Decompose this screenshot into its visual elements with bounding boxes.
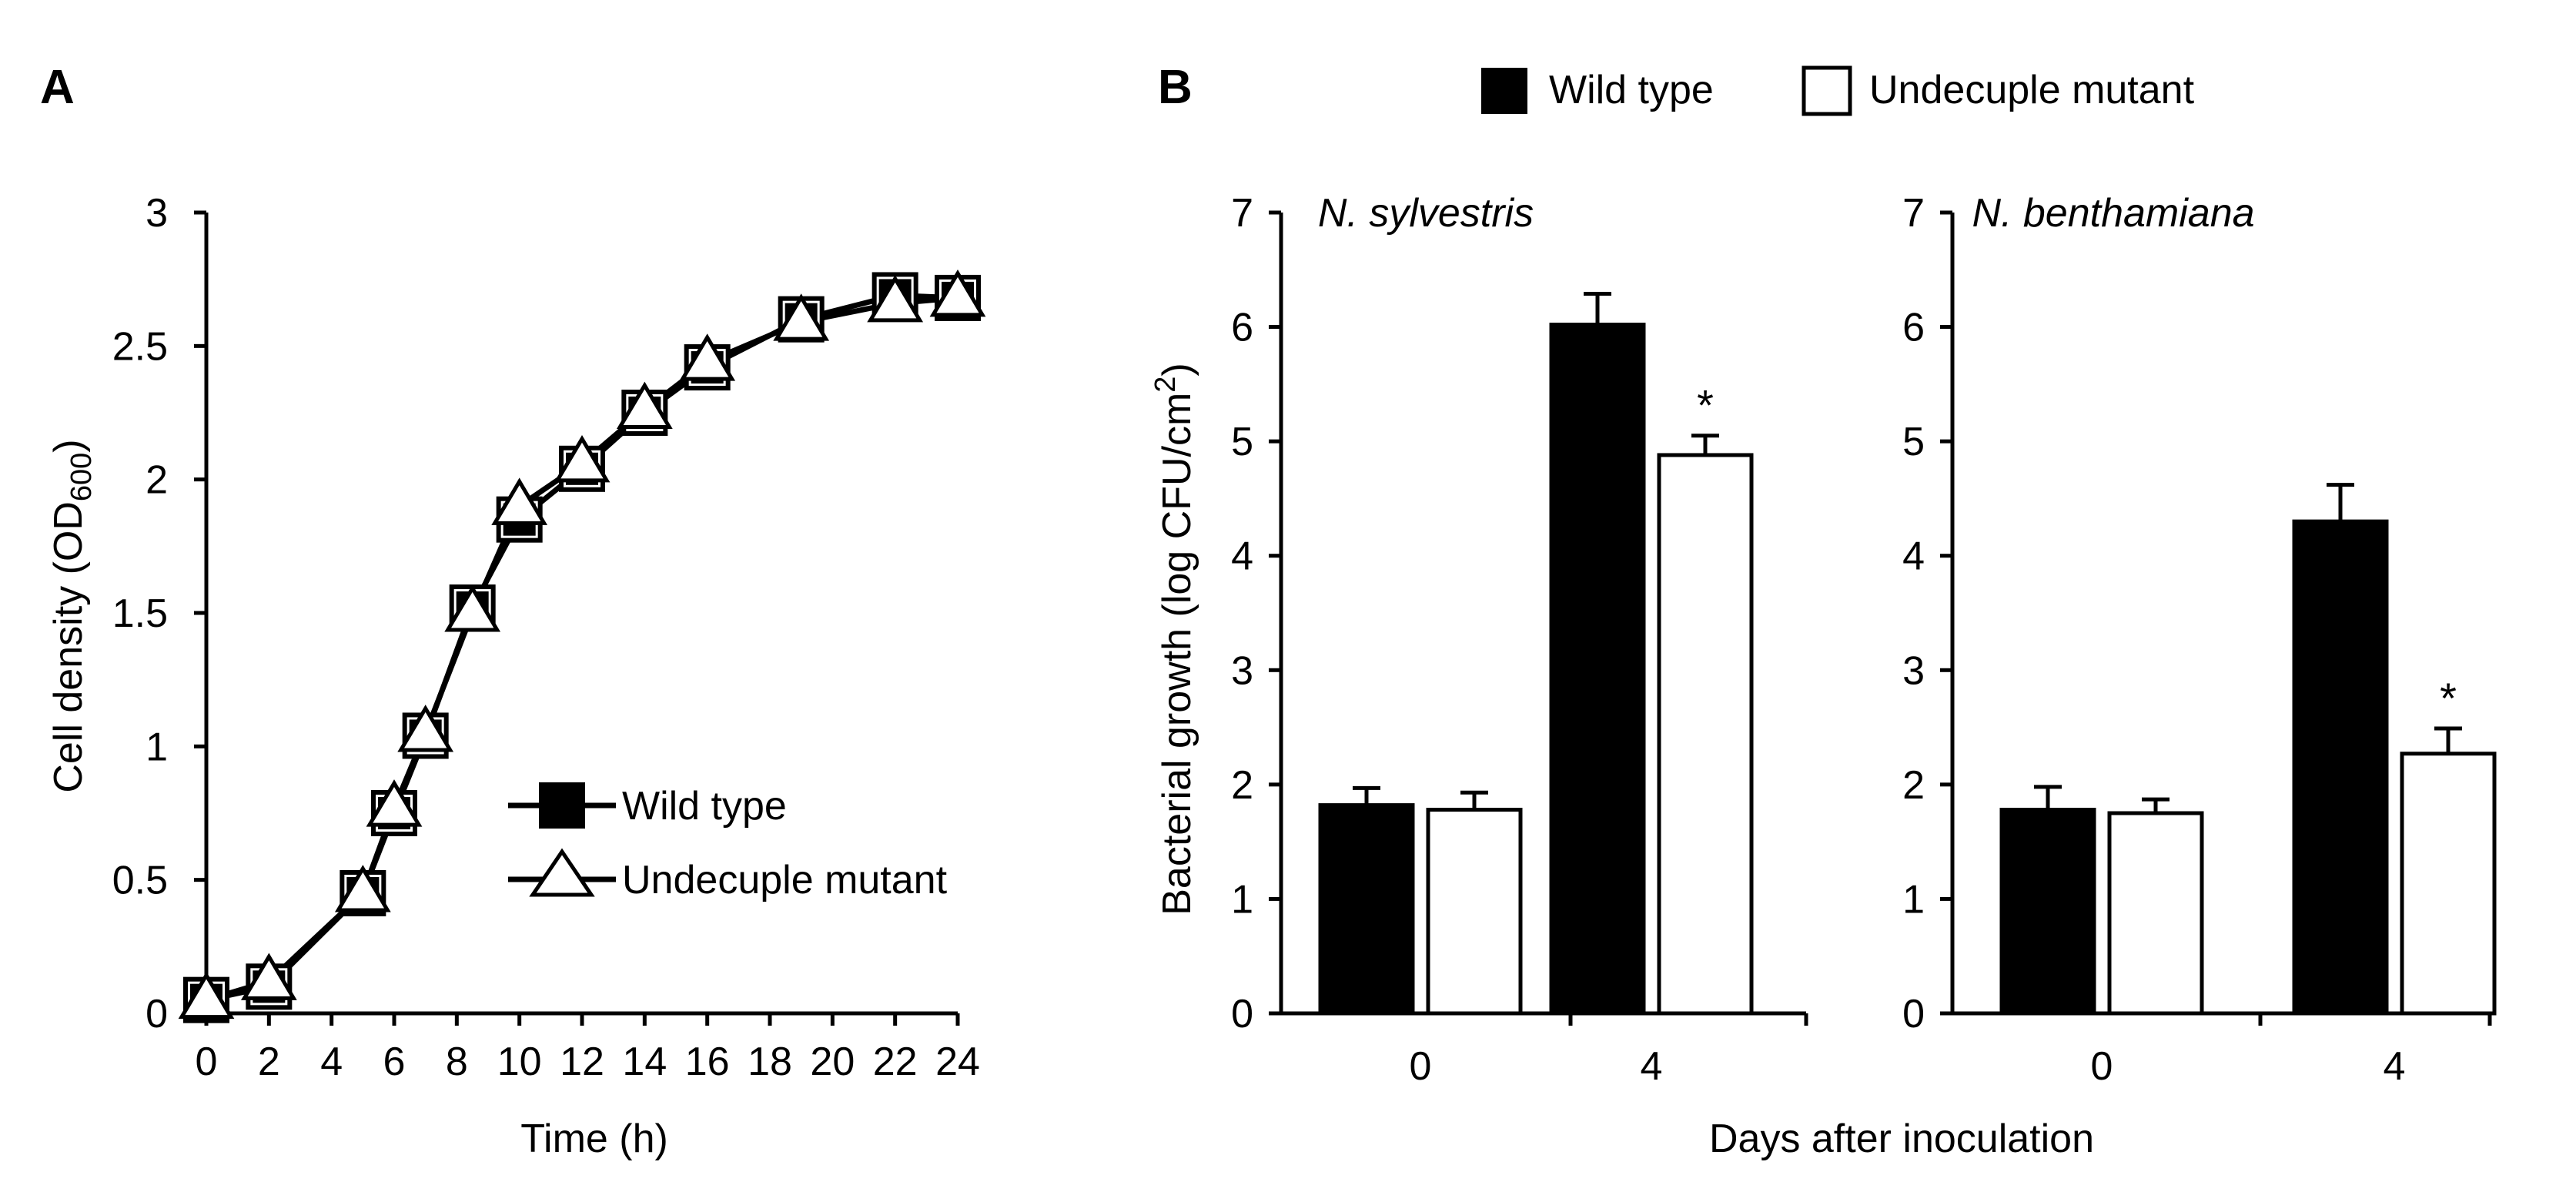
growth-curve-y-ticks: 0 0.5 1 1.5 2 2.5 3 [112,191,206,1036]
mutant-point [178,971,235,1020]
b2-x-tick-label: 0 [2091,1044,2113,1089]
growth-curve-x-tick-label: 20 [810,1040,855,1084]
mutant-point [366,779,423,827]
growth-curve-x-tick-label: 12 [560,1040,604,1084]
b1-y-tick-label: 7 [1231,191,1253,236]
growth-curve-x-tick-label: 0 [196,1040,218,1084]
b2-significance-mark: * [2440,674,2457,722]
b1-y-tick-label: 2 [1231,763,1253,808]
b1-y-tick-label: 3 [1231,648,1253,693]
mutant-point [554,434,611,483]
legend-b-mutant-label: Undecuple mutant [1869,68,2195,112]
panel-label-b: B [1158,61,1193,114]
b1-y-tick-label: 4 [1231,534,1253,579]
growth-curve-y-tick-label: 2.5 [112,324,168,369]
benthamiana-bars: * [1999,483,2497,1016]
mutant-point [444,584,501,632]
b2-bar-wild-type [1999,808,2096,1016]
b1-y-tick-label: 6 [1231,306,1253,350]
growth-curve-y-tick-label: 2 [146,458,168,503]
mutant-point [240,953,297,1000]
benthamiana-y-ticks: 0 1 2 3 4 5 6 7 [1902,191,1952,1036]
growth-curve-markers [178,270,986,1023]
b1-x-tick-label: 4 [1641,1044,1663,1089]
growth-curve-x-tick-label: 18 [748,1040,792,1084]
b1-x-tick-label: 0 [1410,1044,1432,1089]
growth-curve-y-tick-label: 1.5 [112,591,168,636]
b1-bar-mutant [1426,808,1523,1016]
growth-curve-x-tick-label: 24 [935,1040,980,1084]
mutant-point [334,865,391,912]
b2-bar-mutant [2400,752,2497,1016]
b1-bar-mutant [1657,453,1754,1016]
growth-curve-x-axis-title: Time (h) [520,1117,668,1161]
b1-y-tick-label: 0 [1231,992,1253,1036]
b2-x-tick-label: 4 [2384,1044,2406,1089]
b1-y-tick-label: 5 [1231,420,1253,464]
bar-chart-legend: Wild type Undecuple mutant [1481,65,2195,116]
mutant-point [867,274,924,323]
b2-y-tick-label: 1 [1902,877,1925,922]
growth-curve-x-tick-label: 16 [685,1040,730,1084]
mutant-point [397,705,454,752]
b2-y-tick-label: 5 [1902,420,1925,464]
growth-curve-legend: Wild type Undecuple mutant [508,782,948,902]
sylvestris-y-ticks: 0 1 2 3 4 5 6 7 [1231,191,1281,1036]
b2-y-tick-label: 2 [1902,763,1925,808]
growth-curve-x-ticks: 0 2 4 6 8 10 12 14 16 18 20 22 24 [196,1013,980,1084]
legend-wild-type-label: Wild type [622,784,787,829]
growth-curve-y-axis-title: Cell density (OD600) [46,439,98,792]
b2-y-tick-label: 7 [1902,191,1925,236]
growth-curve-x-tick-label: 4 [320,1040,343,1084]
sylvestris-bars: * [1318,291,1754,1016]
b1-bar-wild-type [1549,323,1646,1016]
growth-curve-y-tick-label: 0 [146,992,168,1036]
sylvestris-title: N. sylvestris [1318,191,1534,236]
mutant-point [491,477,548,525]
bar-x-axis-title: Days after inoculation [1709,1117,2094,1161]
growth-curve-x-tick-label: 22 [873,1040,918,1084]
legend-mutant-marker [529,848,595,897]
legend-wild-type-marker [539,782,585,829]
growth-curve-x-tick-label: 10 [497,1040,542,1084]
b2-y-tick-label: 0 [1902,992,1925,1036]
panel-label-a: A [40,61,75,114]
b1-y-tick-label: 1 [1231,877,1253,922]
growth-curve-y-tick-label: 3 [146,191,168,236]
legend-b-mutant-swatch [1802,65,1852,116]
growth-curve-x-tick-label: 2 [258,1040,280,1084]
b2-bar-mutant [2107,811,2204,1016]
growth-curve-x-tick-label: 14 [622,1040,667,1084]
b2-y-tick-label: 4 [1902,534,1925,579]
mutant-point [679,333,736,381]
b2-y-tick-label: 6 [1902,306,1925,350]
legend-mutant-label: Undecuple mutant [622,858,948,902]
growth-curve-y-tick-label: 0.5 [112,859,168,903]
mutant-point [616,381,673,430]
growth-curve-y-tick-label: 1 [146,725,168,769]
b2-bar-wild-type [2292,519,2389,1016]
bar-y-axis-title: Bacterial growth (log CFU/cm2) [1149,363,1199,916]
mutant-point [929,270,986,317]
b2-y-tick-label: 3 [1902,648,1925,693]
legend-b-wild-type-swatch [1481,68,1527,114]
legend-b-wild-type-label: Wild type [1549,68,1714,112]
mutant-point [773,293,830,341]
b1-significance-mark: * [1697,381,1714,430]
growth-curve-chart: 00.511.522.53 0 2 4 6 8 10 12 14 16 18 20 22 24 Time… [46,191,986,1161]
benthamiana-title: N. benthamiana [1972,191,2254,236]
growth-curve-x-tick-label: 6 [383,1040,406,1084]
growth-curve-x-tick-label: 8 [446,1040,468,1084]
b1-bar-wild-type [1318,803,1415,1016]
